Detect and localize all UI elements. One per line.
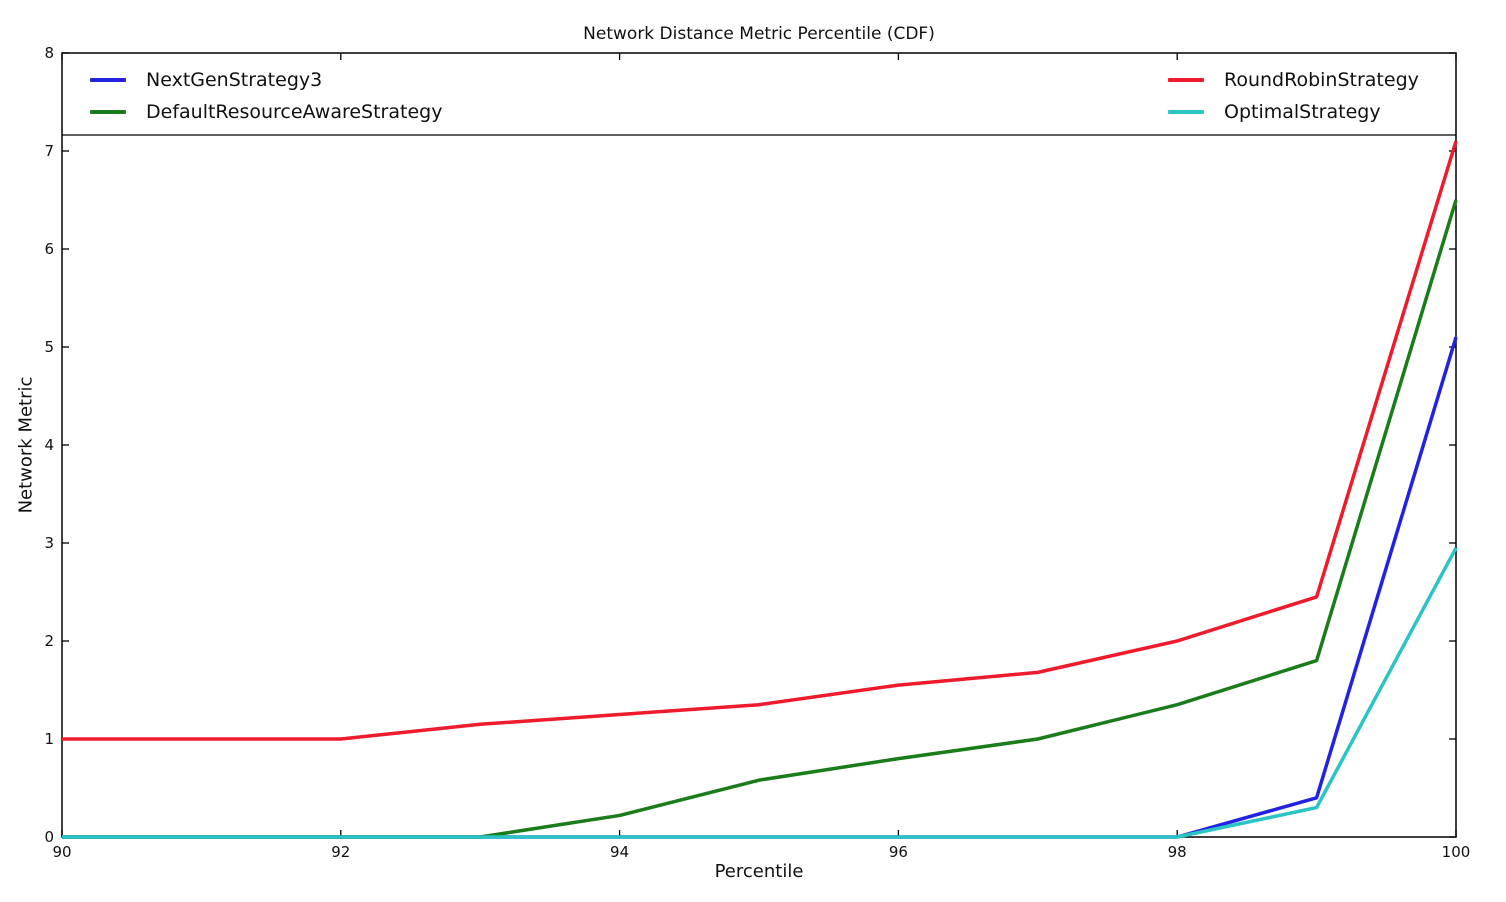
x-tick-label: 96: [889, 843, 908, 861]
x-tick-label: 98: [1168, 843, 1187, 861]
legend-entry-optimalstrategy: OptimalStrategy: [1168, 100, 1381, 124]
x-tick-label: 94: [610, 843, 629, 861]
legend-entry-defaultresourceawarestrategy: DefaultResourceAwareStrategy: [90, 100, 442, 124]
legend-label: DefaultResourceAwareStrategy: [146, 101, 443, 123]
legend-swatch-cyan: [1168, 110, 1204, 114]
y-tick-label: 8: [44, 44, 54, 62]
legend-label: NextGenStrategy3: [146, 69, 323, 91]
legend-swatch-blue: [90, 78, 126, 82]
legend-swatch-green: [90, 110, 126, 114]
y-tick-label: 1: [44, 730, 54, 748]
legend-label: OptimalStrategy: [1224, 101, 1381, 123]
legend-entry-nextgenstrategy3: NextGenStrategy3: [90, 68, 322, 92]
x-tick-label: 100: [1442, 843, 1471, 861]
series-line-optimalstrategy: [62, 547, 1458, 839]
series-line-roundrobinstrategy: [62, 140, 1458, 741]
y-tick-label: 5: [44, 338, 54, 356]
x-axis-label: Percentile: [714, 861, 804, 882]
x-tick-label: 90: [52, 843, 71, 861]
plot-border: [61, 52, 1457, 838]
series-line-defaultresourceawarestrategy: [62, 199, 1458, 839]
y-tick-label: 4: [44, 436, 54, 454]
y-tick-label: 6: [44, 240, 54, 258]
chart-title: Network Distance Metric Percentile (CDF): [583, 24, 935, 44]
y-tick-label: 7: [44, 142, 54, 160]
series-line-nextgenstrategy3: [62, 336, 1458, 839]
legend-entry-roundrobinstrategy: RoundRobinStrategy: [1168, 68, 1419, 92]
y-tick-label: 0: [44, 828, 54, 846]
y-tick-label: 3: [44, 534, 54, 552]
legend-swatch-red: [1168, 78, 1204, 82]
y-axis-label: Network Metric: [15, 376, 37, 514]
legend-label: RoundRobinStrategy: [1224, 69, 1419, 91]
y-tick-label: 2: [44, 632, 54, 650]
x-tick-label: 92: [331, 843, 350, 861]
